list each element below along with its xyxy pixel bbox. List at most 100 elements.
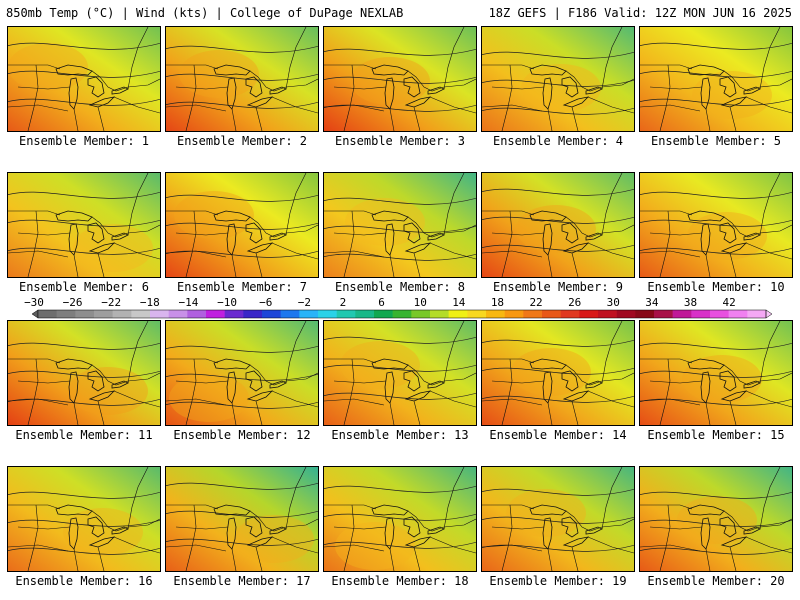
great-lake-outline <box>719 516 737 538</box>
temperature-anomaly-blob <box>506 489 586 537</box>
height-contour <box>8 70 160 78</box>
colorbar-tick-label: 6 <box>378 296 385 309</box>
temperature-colorbar: −30 −26 −22 −18 −14 −10 −6 −2 2 6 10 14 18 22 26 30 34 38… <box>0 296 800 326</box>
political-border <box>389 402 395 425</box>
ensemble-member-label: Ensemble Member: 2 <box>176 134 308 148</box>
ensemble-map-panel <box>481 320 635 426</box>
ensemble-map-panel <box>7 466 161 572</box>
ensemble-member-label: Ensemble Member: 16 <box>15 574 153 588</box>
temperature-shading <box>166 321 318 425</box>
political-border <box>249 510 318 532</box>
political-border <box>17 526 71 530</box>
great-lake-outline <box>427 232 445 241</box>
colorbar-swatch <box>598 310 617 318</box>
great-lake-outline <box>427 380 445 389</box>
political-border <box>482 210 535 216</box>
ensemble-member-label: Ensemble Member: 3 <box>334 134 466 148</box>
great-lake-outline <box>245 76 263 98</box>
great-lake-outline <box>269 526 287 535</box>
colorbar-swatch <box>430 310 449 318</box>
great-lake-outline <box>562 390 590 402</box>
height-contour <box>324 364 476 372</box>
colorbar-swatch <box>374 310 393 318</box>
temperature-shading <box>166 467 318 571</box>
height-contour <box>482 488 634 496</box>
colorbar-tick-label: 34 <box>645 296 659 309</box>
political-border <box>491 380 545 384</box>
political-border <box>91 70 160 92</box>
political-border <box>175 232 229 236</box>
colorbar-swatch <box>504 310 524 318</box>
political-border <box>705 402 711 425</box>
political-border <box>482 358 535 364</box>
ensemble-map-panel <box>323 320 477 426</box>
great-lake-outline <box>226 77 237 110</box>
political-border <box>249 70 318 92</box>
great-lake-outline <box>226 371 237 404</box>
political-border <box>443 321 465 384</box>
political-border <box>249 364 318 386</box>
ensemble-map-panel <box>323 172 477 278</box>
political-border <box>8 398 69 406</box>
political-border <box>166 250 227 258</box>
political-border <box>723 510 792 532</box>
colorbar-swatch <box>38 310 57 318</box>
height-contour <box>324 541 476 549</box>
political-border <box>333 86 387 90</box>
great-lake-outline <box>55 64 93 76</box>
political-border <box>113 390 160 408</box>
political-border <box>343 210 355 277</box>
political-border <box>166 398 227 406</box>
great-lake-outline <box>585 232 603 241</box>
great-lake-outline <box>213 504 251 516</box>
political-border <box>482 64 535 70</box>
political-border <box>601 173 623 236</box>
great-lake-outline <box>720 96 748 108</box>
colorbar-swatch <box>112 310 132 318</box>
colorbar-swatch <box>318 310 337 318</box>
temperature-anomaly-blob <box>516 205 596 253</box>
colorbar-swatch <box>728 310 748 318</box>
temperature-anomaly-blob <box>345 198 425 246</box>
political-border <box>407 364 476 386</box>
political-border <box>324 544 385 552</box>
great-lake-outline <box>719 76 737 98</box>
great-lake-outline <box>269 232 287 241</box>
ensemble-map-panel <box>481 26 635 132</box>
political-border <box>324 104 385 112</box>
political-border <box>324 64 377 70</box>
political-border <box>166 210 219 216</box>
political-border <box>491 526 545 530</box>
political-border <box>175 86 229 90</box>
political-border <box>17 380 71 384</box>
height-contour <box>324 485 476 493</box>
temperature-field-map <box>324 173 476 277</box>
political-border <box>8 544 69 552</box>
great-lake-outline <box>88 96 116 108</box>
great-lake-outline <box>111 86 129 95</box>
temperature-anomaly-blob <box>692 71 772 119</box>
great-lake-outline <box>213 64 251 76</box>
political-border <box>571 400 579 425</box>
great-lake-outline <box>269 380 287 389</box>
great-lake-outline <box>529 358 567 370</box>
great-lake-outline <box>384 517 395 550</box>
political-border <box>482 504 535 510</box>
colorbar-swatch <box>654 310 673 318</box>
political-border <box>91 510 160 532</box>
political-border <box>324 504 377 510</box>
political-border <box>271 536 318 554</box>
great-lake-outline <box>562 96 590 108</box>
ensemble-member-label: Ensemble Member: 6 <box>18 280 150 294</box>
temperature-field-map <box>640 467 792 571</box>
temperature-shading <box>482 173 634 277</box>
temperature-shading <box>640 27 792 131</box>
political-border <box>571 106 579 131</box>
height-contour <box>324 225 476 233</box>
great-lake-outline <box>245 370 263 392</box>
political-border <box>729 546 737 571</box>
political-border <box>501 504 513 571</box>
political-border <box>659 358 671 425</box>
political-border <box>571 252 579 277</box>
ensemble-map-panel <box>165 320 319 426</box>
